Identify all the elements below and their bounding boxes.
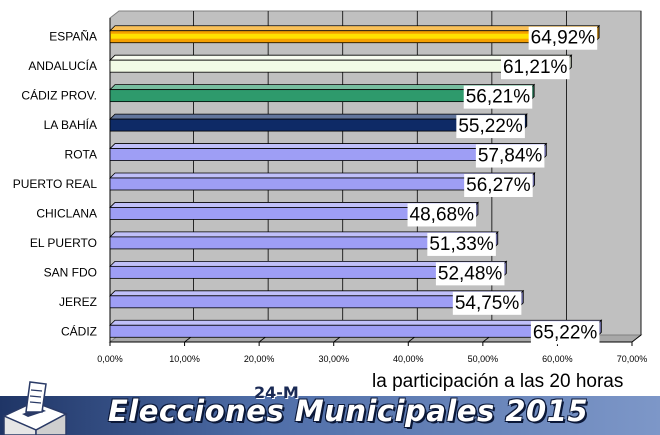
bar (109, 24, 601, 44)
x-tick-label: 10,00% (169, 354, 200, 364)
banner-title: Elecciones Municipales 2015 (108, 394, 589, 428)
gridline (631, 11, 642, 343)
category-label: EL PUERTO (30, 236, 97, 250)
category-label: LA BAHÍA (44, 117, 97, 132)
svg-text:57,84%: 57,84% (478, 146, 543, 167)
category-label: SAN FDO (44, 265, 97, 279)
value-label: 65,22% (530, 321, 600, 345)
bars (109, 24, 603, 339)
category-label: ANDALUCÍA (28, 58, 97, 73)
svg-text:65,22%: 65,22% (533, 322, 598, 343)
category-label: PUERTO REAL (13, 177, 98, 191)
bar (109, 54, 573, 74)
date-badge: 24-M (254, 383, 299, 402)
value-label: 52,48% (435, 262, 505, 286)
bar (109, 260, 508, 280)
bar (109, 289, 525, 309)
bar (109, 201, 479, 221)
x-tick-label: 50,00% (468, 354, 499, 364)
category-labels: ESPAÑA ANDALUCÍA CÁDIZ PROV. LA BAHÍA ROTA PU… (13, 30, 98, 339)
category-label: CÁDIZ (61, 323, 97, 338)
value-labels: 64,92% 61,21% 56,21% 55,22% 57,84% 56,27% 48,6… (407, 26, 600, 345)
x-tick-label: 40,00% (393, 354, 424, 364)
svg-text:51,33%: 51,33% (429, 234, 494, 255)
value-label: 61,21% (500, 56, 570, 80)
x-tick-label: 30,00% (318, 354, 349, 364)
value-label: 56,21% (463, 85, 533, 109)
bar (109, 142, 548, 162)
bar (109, 319, 603, 339)
value-label: 54,75% (452, 291, 522, 315)
svg-text:48,68%: 48,68% (410, 204, 475, 225)
svg-text:55,22%: 55,22% (458, 116, 523, 137)
bar-chart: ESPAÑA ANDALUCÍA CÁDIZ PROV. LA BAHÍA ROTA PU… (13, 10, 647, 364)
svg-text:54,75%: 54,75% (455, 293, 520, 314)
x-tick-labels: 0,00% 10,00% 20,00% 30,00% 40,00% 50,00% 60,00… (97, 354, 647, 364)
x-tick-label: 60,00% (542, 354, 573, 364)
x-tick-label: 70,00% (617, 354, 648, 364)
value-label: 51,33% (427, 232, 496, 256)
svg-text:52,48%: 52,48% (438, 263, 503, 284)
value-label: 64,92% (528, 26, 598, 50)
value-label: 55,22% (456, 115, 525, 139)
title-banner (0, 396, 660, 435)
value-label: 48,68% (407, 203, 477, 227)
category-label: CÁDIZ PROV. (21, 88, 97, 103)
svg-text:64,92%: 64,92% (531, 28, 596, 49)
bar (109, 113, 528, 133)
ballot-box-icon (2, 381, 68, 435)
x-tick-label: 0,00% (97, 354, 123, 364)
x-tick-label: 20,00% (244, 354, 275, 364)
subtitle: la participación a las 20 horas (372, 371, 624, 392)
value-label: 57,84% (475, 144, 545, 168)
category-label: JEREZ (59, 295, 97, 309)
value-label: 56,27% (464, 174, 533, 197)
category-label: ROTA (65, 148, 97, 162)
category-label: CHICLANA (36, 206, 97, 220)
bar (109, 230, 499, 250)
category-label: ESPAÑA (49, 30, 97, 44)
svg-text:56,21%: 56,21% (466, 87, 531, 108)
svg-text:61,21%: 61,21% (503, 57, 568, 78)
svg-text:56,27%: 56,27% (466, 175, 531, 196)
bar (109, 172, 536, 191)
